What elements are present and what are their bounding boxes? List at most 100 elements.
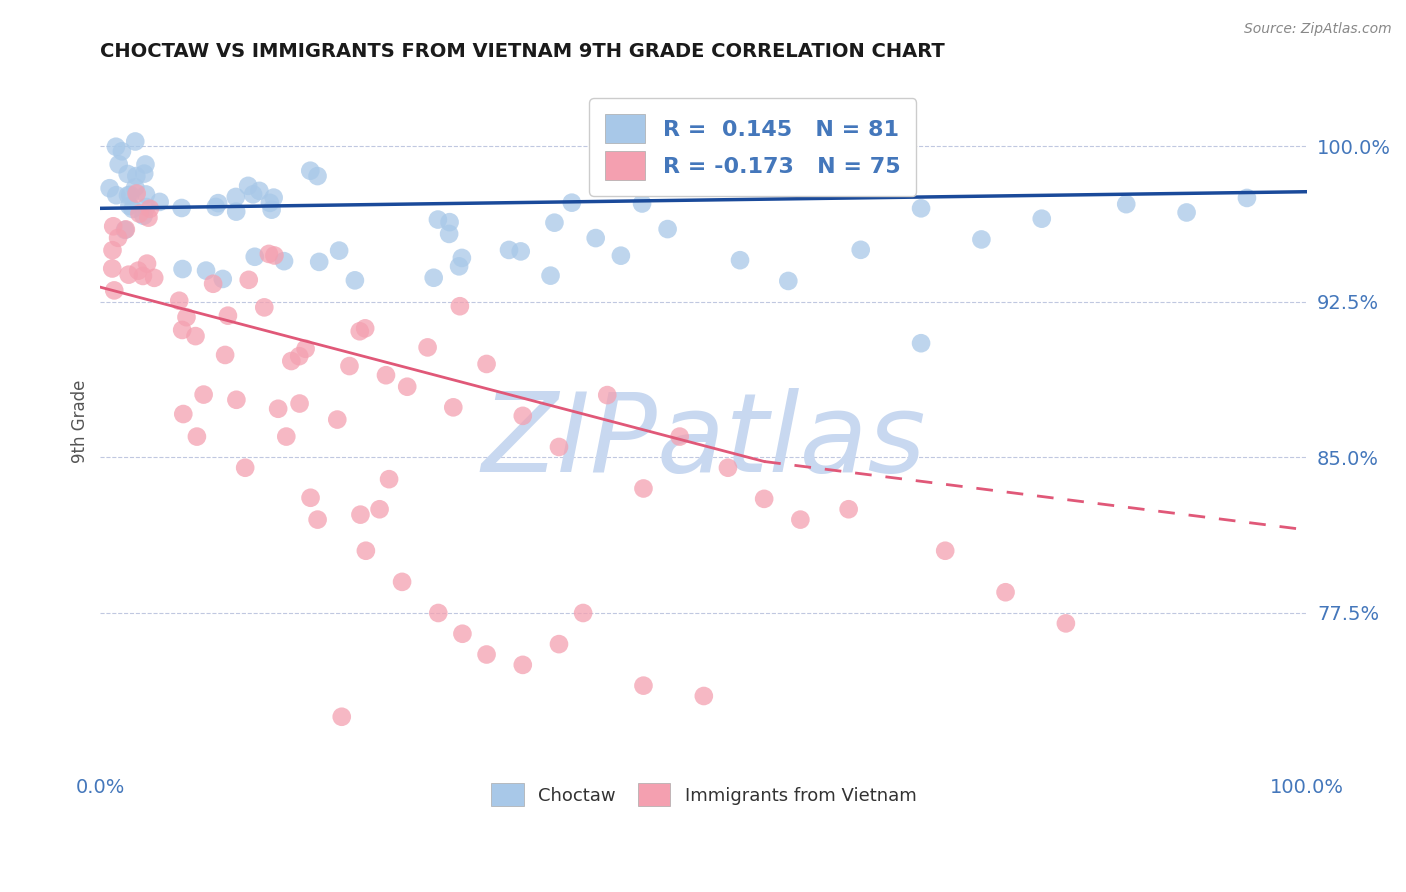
Point [247,184,270,198]
Point [288,396,311,410]
Point [451,251,474,265]
Point [170,201,193,215]
Point [136,257,159,271]
Point [134,157,156,171]
Point [202,277,225,291]
Point [596,388,619,402]
Point [259,195,281,210]
Point [103,219,125,234]
Point [118,268,141,282]
Point [339,359,361,373]
Point [728,253,751,268]
Point [107,231,129,245]
Point [1031,211,1053,226]
Point [143,270,166,285]
Point [121,202,143,216]
Point [610,249,633,263]
Text: CHOCTAW VS IMMIGRANTS FROM VIETNAM 9TH GRADE CORRELATION CHART: CHOCTAW VS IMMIGRANTS FROM VIETNAM 9TH G… [100,42,945,61]
Text: Source: ZipAtlas.com: Source: ZipAtlas.com [1244,22,1392,37]
Point [263,191,285,205]
Point [668,429,690,443]
Point [631,196,654,211]
Point [475,648,498,662]
Point [354,543,377,558]
Point [193,387,215,401]
Point [149,194,172,209]
Point [1054,616,1077,631]
Point [375,368,398,383]
Point [299,163,322,178]
Point [217,309,239,323]
Point [308,255,330,269]
Point [125,169,148,183]
Point [307,513,329,527]
Point [260,202,283,217]
Point [416,340,439,354]
Point [585,231,607,245]
Point [135,187,157,202]
Point [214,348,236,362]
Point [105,188,128,202]
Point [426,212,449,227]
Point [103,284,125,298]
Point [343,273,366,287]
Point [437,227,460,241]
Point [422,270,444,285]
Text: ZIPatlas: ZIPatlas [482,388,927,495]
Point [439,215,461,229]
Point [233,460,256,475]
Point [238,273,260,287]
Point [120,187,142,202]
Point [299,491,322,505]
Point [391,574,413,589]
Point [117,188,139,202]
Point [509,244,531,259]
Point [328,244,350,258]
Point [263,248,285,262]
Point [778,274,800,288]
Point [257,247,280,261]
Point [548,637,571,651]
Point [118,199,141,213]
Point [512,657,534,672]
Point [273,254,295,268]
Point [172,323,194,337]
Point [280,354,302,368]
Point [633,679,655,693]
Point [910,202,932,216]
Point [225,392,247,407]
Point [101,261,124,276]
Point [267,401,290,416]
Point [970,232,993,246]
Y-axis label: 9th Grade: 9th Grade [72,379,89,463]
Point [475,357,498,371]
Point [207,196,229,211]
Point [934,543,956,558]
Point [242,187,264,202]
Point [101,244,124,258]
Point [225,204,247,219]
Point [451,626,474,640]
Point [253,301,276,315]
Point [139,202,162,216]
Point [294,342,316,356]
Point [172,407,194,421]
Point [276,429,298,443]
Point [498,243,520,257]
Point [657,222,679,236]
Point [717,460,740,475]
Point [127,263,149,277]
Point [449,299,471,313]
Point [107,157,129,171]
Point [184,329,207,343]
Point [368,502,391,516]
Point [752,491,775,506]
Point [288,349,311,363]
Point [243,250,266,264]
Point [124,135,146,149]
Point [548,440,571,454]
Point [330,710,353,724]
Point [204,200,226,214]
Point [543,216,565,230]
Point [349,508,371,522]
